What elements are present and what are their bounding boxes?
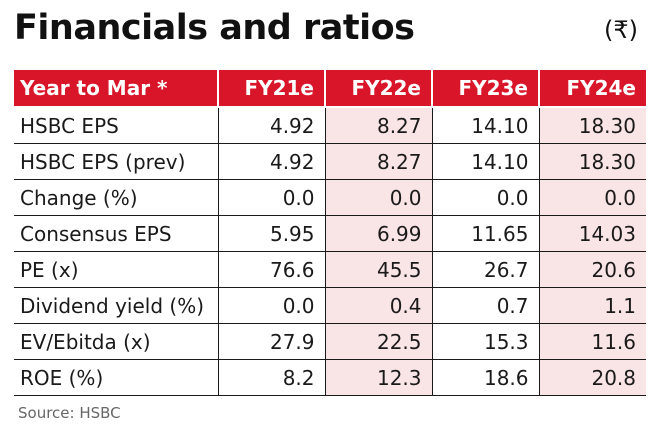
cell-value: 18.30 [538, 106, 646, 144]
row-label: Change (%) [14, 179, 218, 216]
cell-value: 11.65 [431, 215, 539, 252]
row-label: PE (x) [14, 251, 218, 288]
header-fy22e: FY22e [324, 70, 433, 108]
cell-value: 15.3 [431, 323, 539, 360]
cell-value: 0.4 [324, 287, 432, 324]
cell-value: 8.27 [324, 143, 432, 180]
header-fy23e: FY23e [431, 70, 540, 108]
table-row: Change (%) 0.0 0.0 0.0 0.0 [14, 179, 646, 216]
row-label: Consensus EPS [14, 215, 218, 252]
cell-value: 11.6 [538, 323, 646, 360]
cell-value: 1.1 [538, 287, 646, 324]
header-fy21e: FY21e [217, 70, 326, 108]
header-fy24e: FY24e [538, 70, 646, 108]
cell-value: 20.6 [538, 251, 646, 288]
row-label: EV/Ebitda (x) [14, 323, 218, 360]
cell-value: 0.7 [431, 287, 539, 324]
cell-value: 0.0 [538, 179, 646, 216]
cell-value: 14.03 [538, 215, 646, 252]
cell-value: 0.0 [324, 179, 432, 216]
table-row: EV/Ebitda (x) 27.9 22.5 15.3 11.6 [14, 323, 646, 360]
cell-value: 0.0 [217, 179, 325, 216]
row-label: HSBC EPS [14, 106, 218, 144]
cell-value: 45.5 [324, 251, 432, 288]
cell-value: 6.99 [324, 215, 432, 252]
cell-value: 20.8 [538, 359, 646, 396]
cell-value: 0.0 [431, 179, 539, 216]
cell-value: 14.10 [431, 106, 539, 144]
source-note: Source: HSBC [18, 404, 121, 422]
row-label: ROE (%) [14, 359, 218, 396]
cell-value: 5.95 [217, 215, 325, 252]
table-row: ROE (%) 8.2 12.3 18.6 20.8 [14, 359, 646, 396]
table-row: Consensus EPS 5.95 6.99 11.65 14.03 [14, 215, 646, 252]
cell-value: 76.6 [217, 251, 325, 288]
table-row: HSBC EPS 4.92 8.27 14.10 18.30 [14, 106, 646, 144]
table-row: PE (x) 76.6 45.5 26.7 20.6 [14, 251, 646, 288]
cell-value: 27.9 [217, 323, 325, 360]
row-label: Dividend yield (%) [14, 287, 218, 324]
cell-value: 26.7 [431, 251, 539, 288]
table-row: Dividend yield (%) 0.0 0.4 0.7 1.1 [14, 287, 646, 324]
page-title: Financials and ratios [14, 8, 415, 48]
cell-value: 18.30 [538, 143, 646, 180]
financials-table: Year to Mar * FY21e FY22e FY23e FY24e HS… [14, 70, 646, 396]
row-label: HSBC EPS (prev) [14, 143, 218, 180]
cell-value: 8.2 [217, 359, 325, 396]
cell-value: 4.92 [217, 143, 325, 180]
cell-value: 14.10 [431, 143, 539, 180]
header-year-to-mar: Year to Mar * [14, 70, 219, 108]
table-header-row: Year to Mar * FY21e FY22e FY23e FY24e [14, 70, 646, 108]
cell-value: 8.27 [324, 106, 432, 144]
currency-label: (₹) [604, 16, 638, 44]
cell-value: 18.6 [431, 359, 539, 396]
cell-value: 12.3 [324, 359, 432, 396]
table-row: HSBC EPS (prev) 4.92 8.27 14.10 18.30 [14, 143, 646, 180]
cell-value: 0.0 [217, 287, 325, 324]
cell-value: 22.5 [324, 323, 432, 360]
cell-value: 4.92 [217, 106, 325, 144]
